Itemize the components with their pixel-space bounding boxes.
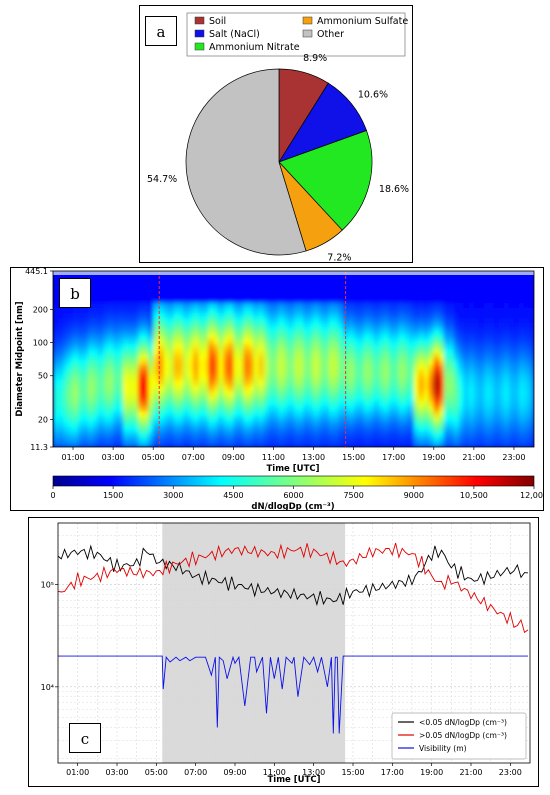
pie-legend-box xyxy=(186,12,406,57)
legend-label-ammonium-nitrate: Ammonium Nitrate xyxy=(209,42,300,53)
heatmap-chart: 445.1 200 100 50 20 11.3 01:00 03:00 05:00 07:00… xyxy=(15,268,543,510)
x-tick-label: 23:00 xyxy=(502,453,525,462)
pie-label-ammonium-nitrate: 18.6% xyxy=(379,184,409,195)
pie-label-other: 54.7% xyxy=(147,174,177,185)
x-tick-label: 17:00 xyxy=(381,768,404,777)
colorbar-tick-label: 7500 xyxy=(343,491,363,500)
legend-label-soil: Soil xyxy=(209,16,226,27)
colorbar-tick-label: 0 xyxy=(50,491,55,500)
x-tick-label: 21:00 xyxy=(462,453,485,462)
panel-b-label: b xyxy=(59,278,91,308)
y-tick-label: 200 xyxy=(33,305,48,314)
line-series xyxy=(58,542,529,734)
heatmap-event-lines xyxy=(158,271,347,447)
heatmap-x-ticks: 01:00 03:00 05:00 07:00 09:00 11:00 13:00 15:00… xyxy=(62,447,525,462)
legend-swatch-ammonium-sulfate xyxy=(302,16,313,25)
pie-chart: Soil Salt (NaCl) Ammonium Nitrate Ammonium … xyxy=(147,12,409,262)
x-tick-label: 09:00 xyxy=(222,453,245,462)
line-chart: 10⁴ 10⁵ 01:00 03:00 05:00 07:00 09:00 11:00 13:… xyxy=(41,522,531,785)
x-tick-label: 13:00 xyxy=(302,768,325,777)
line-legend-box xyxy=(391,712,527,760)
x-tick-label: 03:00 xyxy=(105,768,128,777)
pie-slices xyxy=(185,68,373,256)
legend-label-other: Other xyxy=(317,29,344,40)
x-tick-label: 03:00 xyxy=(102,453,125,462)
y-tick-label: 50 xyxy=(38,372,48,381)
x-tick-label: 11:00 xyxy=(262,453,285,462)
heatmap-cells xyxy=(53,271,534,447)
x-tick-label: 19:00 xyxy=(422,453,445,462)
x-tick-label: 19:00 xyxy=(420,768,443,777)
x-tick-label: 07:00 xyxy=(184,768,207,777)
y-tick-label: 11.3 xyxy=(30,443,48,452)
x-tick-label: 11:00 xyxy=(263,768,286,777)
legend-label-1: <0.05 dN/logDp (cm⁻³) xyxy=(419,718,507,727)
panel-c: 10⁴ 10⁵ 01:00 03:00 05:00 07:00 09:00 11:00 13:… xyxy=(28,517,539,787)
colorbar-tick-label: 4500 xyxy=(223,491,243,500)
line-x-label: Time [UTC] xyxy=(267,775,320,785)
legend-label-3: Visibility (m) xyxy=(419,744,467,753)
y-tick-label: 10⁴ xyxy=(41,683,54,692)
x-tick-label: 01:00 xyxy=(66,768,89,777)
x-tick-label: 15:00 xyxy=(341,768,364,777)
series-large-particles xyxy=(58,542,529,634)
pie-legend: Soil Salt (NaCl) Ammonium Nitrate Ammonium … xyxy=(194,16,408,53)
heatmap-y-label: Diameter Midpoint [nm] xyxy=(15,301,25,416)
y-tick-label: 100 xyxy=(33,339,48,348)
pie-label-soil: 8.9% xyxy=(303,53,327,64)
panel-b: 445.1 200 100 50 20 11.3 01:00 03:00 05:00 07:00… xyxy=(10,267,544,511)
x-tick-label: 23:00 xyxy=(499,768,522,777)
legend-swatch-salt-nacl xyxy=(194,29,205,38)
legend-swatch-ammonium-nitrate xyxy=(194,42,205,51)
colorbar-ticks: 0 1500 3000 4500 6000 7500 9000 10,500 12,000 xyxy=(50,486,543,500)
colorbar-label: dN/dlogDp (cm⁻³) xyxy=(251,502,334,510)
line-x-ticks: 01:00 03:00 05:00 07:00 09:00 11:00 13:00 15:00… xyxy=(66,763,522,777)
x-tick-label: 05:00 xyxy=(145,768,168,777)
x-tick-label: 15:00 xyxy=(342,453,365,462)
line-legend: <0.05 dN/logDp (cm⁻³) >0.05 dN/logDp (cm⁻… xyxy=(398,718,507,753)
y-tick-label: 20 xyxy=(38,416,48,425)
shaded-interval xyxy=(162,523,346,763)
x-tick-label: 01:00 xyxy=(62,453,85,462)
colorbar xyxy=(52,475,535,487)
pie-slice-other xyxy=(185,68,307,256)
x-tick-label: 13:00 xyxy=(302,453,325,462)
series-small-particles xyxy=(58,544,529,607)
y-tick-label: 10⁵ xyxy=(41,581,54,590)
colorbar-tick-label: 12,000 xyxy=(520,491,543,500)
pie-label-ammonium-sulfate: 7.2% xyxy=(327,253,351,262)
heatmap-y-ticks: 445.1 200 100 50 20 11.3 xyxy=(25,268,53,452)
pie-labels: 8.9% 10.6% 18.6% 7.2% 54.7% xyxy=(147,53,409,262)
x-tick-label: 07:00 xyxy=(182,453,205,462)
x-tick-label: 17:00 xyxy=(382,453,405,462)
legend-label-ammonium-sulfate: Ammonium Sulfate xyxy=(317,16,408,27)
colorbar-tick-label: 6000 xyxy=(283,491,303,500)
legend-swatch-soil xyxy=(194,16,205,25)
panel-a: a Soil Salt (NaCl) Ammonium Nitrate Ammoniu… xyxy=(139,5,413,263)
heatmap-x-label: Time [UTC] xyxy=(266,464,319,474)
line-y-ticks: 10⁴ 10⁵ xyxy=(41,581,58,692)
panel-a-label: a xyxy=(145,16,177,46)
y-tick-label: 445.1 xyxy=(25,268,48,276)
colorbar-tick-label: 9000 xyxy=(404,491,424,500)
legend-label-2: >0.05 dN/logDp (cm⁻³) xyxy=(419,731,507,740)
legend-swatch-other xyxy=(302,29,313,38)
legend-label-salt-nacl: Salt (NaCl) xyxy=(209,29,260,40)
series-visibility xyxy=(58,655,528,734)
x-tick-label: 09:00 xyxy=(223,768,246,777)
colorbar-tick-label: 3000 xyxy=(163,491,183,500)
colorbar-tick-label: 10,500 xyxy=(460,491,488,500)
x-tick-label: 05:00 xyxy=(142,453,165,462)
panel-c-label: c xyxy=(69,723,101,753)
x-tick-label: 21:00 xyxy=(459,768,482,777)
pie-slice-ammonium-nitrate xyxy=(278,130,373,231)
pie-label-salt-nacl: 10.6% xyxy=(358,90,388,101)
colorbar-tick-label: 1500 xyxy=(103,491,123,500)
